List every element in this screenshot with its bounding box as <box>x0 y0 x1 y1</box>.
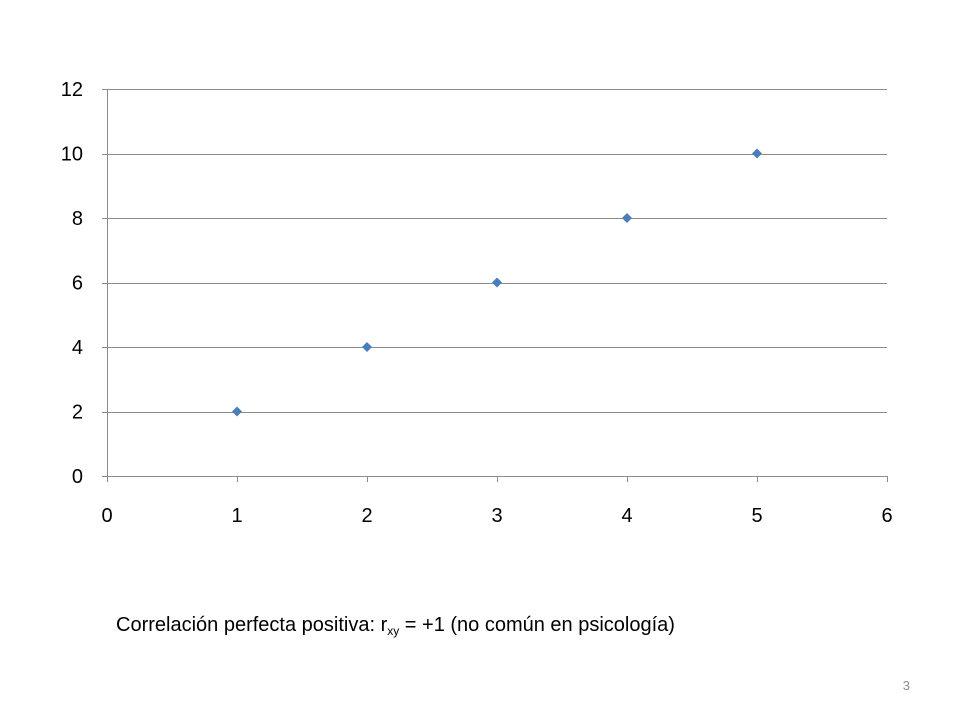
x-tick-label-4: 4 <box>621 505 632 527</box>
caption-subscript: xy <box>387 624 400 638</box>
axes <box>102 89 888 482</box>
y-tick-label-12: 12 <box>61 79 83 101</box>
x-tick-label-2: 2 <box>361 505 372 527</box>
data-point-5 <box>752 148 762 159</box>
x-tick-label-6: 6 <box>881 505 892 527</box>
y-tick-label-10: 10 <box>61 144 83 166</box>
data-point-4 <box>622 213 632 223</box>
chart-caption: Correlación perfecta positiva: rxy = +1 … <box>116 614 675 638</box>
x-tick-label-0: 0 <box>101 505 112 527</box>
y-tick-label-4: 4 <box>72 337 83 359</box>
data-point-3 <box>492 277 502 288</box>
y-tick-label-6: 6 <box>72 273 83 295</box>
y-tick-label-2: 2 <box>72 402 83 424</box>
page-number: 3 <box>902 678 910 693</box>
gridlines <box>107 89 887 413</box>
x-tick-label-5: 5 <box>751 505 762 527</box>
x-tick-label-3: 3 <box>491 505 502 527</box>
x-tick-label-1: 1 <box>231 505 242 527</box>
data-points <box>232 148 762 417</box>
caption-prefix: Correlación perfecta positiva: r <box>116 614 388 636</box>
data-point-1 <box>232 406 242 417</box>
data-point-2 <box>362 342 372 352</box>
y-tick-label-8: 8 <box>72 208 83 230</box>
caption-suffix: = +1 (no común en psicología) <box>399 614 675 636</box>
y-tick-label-0: 0 <box>72 466 83 488</box>
